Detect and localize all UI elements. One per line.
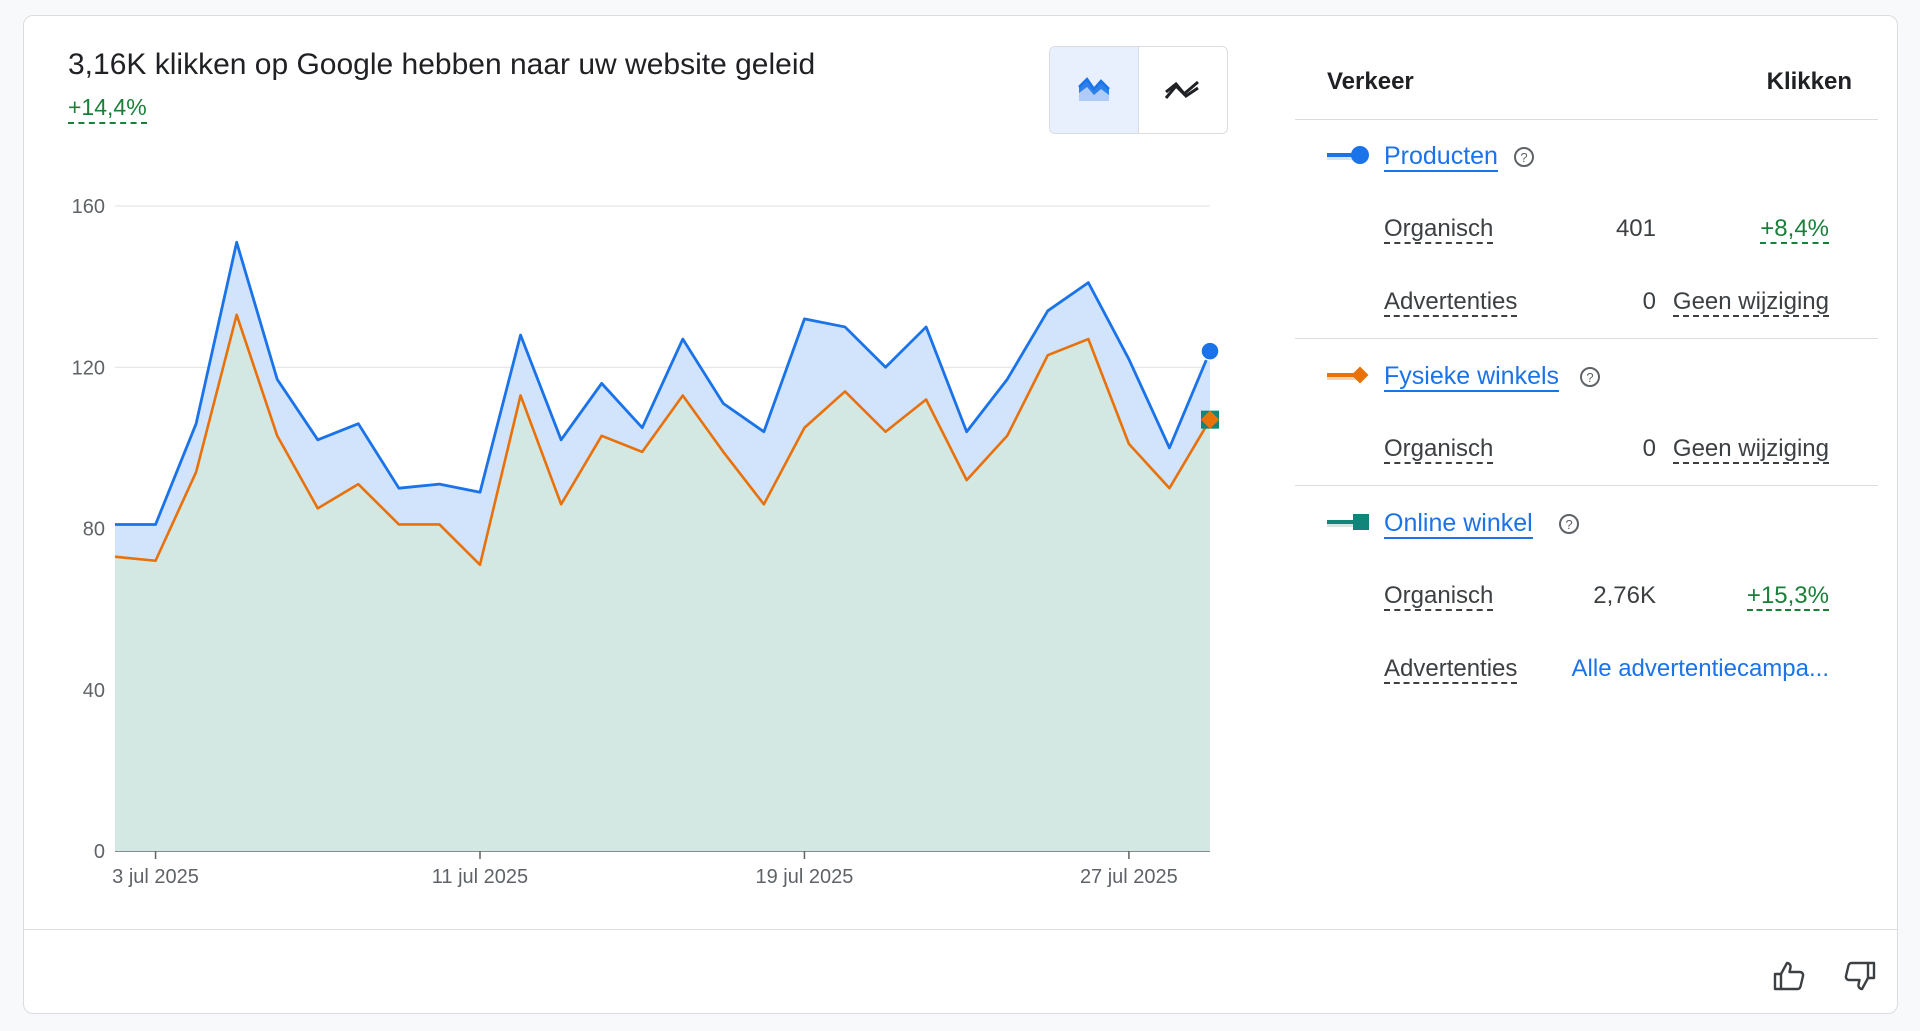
line-chart-button[interactable] <box>1139 47 1228 133</box>
thumb-up-button[interactable] <box>1769 956 1809 996</box>
y-tick-label: 0 <box>94 841 105 863</box>
row-value-fysieke-organisch: 0 <box>1642 435 1656 462</box>
svg-text:?: ? <box>1520 150 1527 165</box>
line-diamond-icon <box>1327 366 1369 384</box>
y-tick-label: 160 <box>72 196 105 218</box>
line-circle-icon <box>1327 146 1369 164</box>
group-divider <box>1295 485 1878 486</box>
help-icon[interactable]: ? <box>1579 366 1601 388</box>
line-square-icon <box>1327 514 1369 530</box>
x-axis-ticks: 3 jul 2025 11 jul 2025 19 jul 2025 27 jul 2… <box>112 851 1178 888</box>
header-divider <box>1295 119 1878 120</box>
thumb-down-icon <box>1844 961 1876 991</box>
footer-divider <box>24 929 1897 930</box>
row-value-producten-advertenties: 0 <box>1642 288 1656 315</box>
thumb-down-button[interactable] <box>1840 956 1880 996</box>
row-label-producten-organisch[interactable]: Organisch <box>1384 215 1494 244</box>
row-change-fysieke-organisch[interactable]: Geen wijziging <box>1672 435 1829 464</box>
area-chart-icon <box>1077 77 1110 101</box>
chart-areas <box>115 242 1210 851</box>
row-label-producten-advertenties[interactable]: Advertenties <box>1384 288 1518 317</box>
svg-text:?: ? <box>1565 517 1572 532</box>
x-tick-label: 27 jul 2025 <box>1080 866 1178 888</box>
area-chart-button[interactable] <box>1050 47 1139 133</box>
y-tick-label: 120 <box>72 357 105 379</box>
summary-title: 3,16K klikken op Google hebben naar uw w… <box>68 48 816 81</box>
row-label-fysieke-organisch[interactable]: Organisch <box>1384 435 1494 464</box>
x-tick-label: 19 jul 2025 <box>756 866 854 888</box>
clicks-column-header: Klikken <box>1766 68 1852 95</box>
help-icon[interactable]: ? <box>1558 513 1580 535</box>
y-axis-ticks: 0 40 80 120 160 <box>72 196 105 863</box>
row-change-producten-organisch[interactable]: +8,4% <box>1760 215 1829 244</box>
thumb-up-icon <box>1773 961 1805 991</box>
chart-end-markers <box>1200 341 1220 429</box>
clicks-chart: 0 40 80 120 160 3 jul 2025 11 jul 2025 19 jul … <box>72 196 1220 888</box>
row-label-online-advertenties[interactable]: Advertenties <box>1384 655 1518 684</box>
x-tick-label: 11 jul 2025 <box>432 866 528 888</box>
group-divider <box>1295 338 1878 339</box>
line-online-winkel <box>114 313 1212 567</box>
row-value-online-organisch: 2,76K <box>1593 582 1656 609</box>
help-icon[interactable]: ? <box>1513 146 1535 168</box>
group-title-fysieke-winkels[interactable]: Fysieke winkels <box>1384 362 1560 392</box>
traffic-card: 3,16K klikken op Google hebben naar uw w… <box>23 15 1898 1014</box>
chart-view-toggle <box>1049 46 1228 134</box>
group-title-online-winkel[interactable]: Online winkel <box>1384 509 1533 539</box>
y-tick-label: 40 <box>83 680 105 702</box>
row-change-online-organisch[interactable]: +15,3% <box>1746 582 1829 611</box>
marker-producten <box>1200 341 1220 361</box>
area-online-winkel <box>115 314 1210 851</box>
line-chart-icon <box>1164 80 1199 99</box>
line-producten <box>115 240 1212 526</box>
all-ad-campaigns-link[interactable]: Alle advertentiecampa... <box>1571 655 1829 682</box>
chart-lines <box>114 240 1212 567</box>
row-value-producten-organisch: 401 <box>1615 215 1656 242</box>
summary-change[interactable]: +14,4% <box>68 94 147 124</box>
svg-text:?: ? <box>1586 370 1593 385</box>
traffic-column-header: Verkeer <box>1327 68 1414 95</box>
row-label-online-organisch[interactable]: Organisch <box>1384 582 1494 611</box>
row-change-producten-advertenties[interactable]: Geen wijziging <box>1672 288 1829 317</box>
traffic-breakdown: Verkeer Klikken Producten ? Organisch 40… <box>1272 16 1878 716</box>
y-tick-label: 80 <box>83 519 105 541</box>
marker-fysieke-winkels <box>1200 410 1220 429</box>
x-tick-label: 3 jul 2025 <box>112 866 199 888</box>
group-title-producten[interactable]: Producten <box>1384 142 1498 172</box>
